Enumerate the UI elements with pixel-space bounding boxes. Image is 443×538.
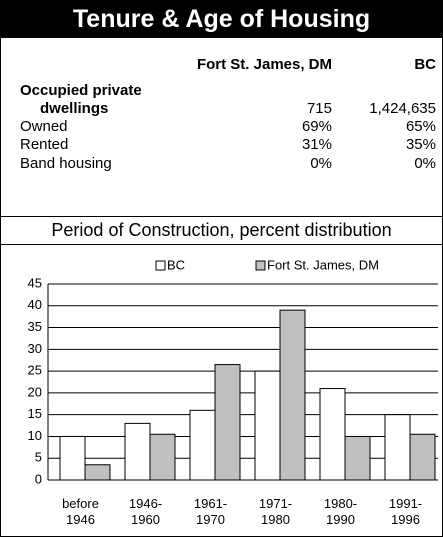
bar	[149, 433, 176, 481]
y-tick-label: 30	[28, 341, 42, 356]
legend-label: Fort St. James, DM	[267, 257, 379, 272]
cell-value: 35%	[405, 136, 436, 153]
y-tick-label: 10	[28, 428, 42, 443]
cell-value: 0%	[414, 155, 436, 172]
row-label: Rented	[20, 136, 69, 153]
y-tick-label: 40	[28, 297, 42, 312]
y-tick-label: 45	[28, 275, 42, 290]
x-tick-label: 1971-1980	[258, 496, 293, 527]
legend-swatch	[255, 260, 266, 271]
x-tick-label: 1961-1970	[193, 496, 228, 527]
bar	[189, 409, 216, 481]
y-tick-label: 15	[28, 406, 42, 421]
bar	[319, 388, 346, 481]
title: Tenure & Age of Housing	[0, 0, 443, 38]
column-header: BC	[414, 56, 436, 73]
row-label: Band housing	[20, 155, 112, 172]
y-tick-label: 5	[35, 450, 42, 465]
y-tick-label: 0	[35, 471, 42, 486]
x-tick-label: before 1946	[62, 496, 99, 527]
cell-value: 715	[306, 100, 332, 117]
legend-swatch	[155, 260, 166, 271]
y-tick-label: 25	[28, 363, 42, 378]
x-tick-label: 1991-1996	[388, 496, 423, 527]
bar	[254, 370, 281, 481]
x-tick-label: 1946-1960	[128, 496, 163, 527]
cell-value: 1,424,635	[369, 100, 436, 117]
row-label: Owned	[20, 118, 68, 135]
bar	[384, 414, 411, 481]
cell-value: 69%	[301, 118, 332, 135]
y-tick-label: 20	[28, 384, 42, 399]
bar	[409, 433, 436, 481]
legend-label: BC	[167, 257, 185, 272]
bar	[279, 309, 306, 481]
bar	[214, 364, 241, 481]
column-header: Fort St. James, DM	[196, 56, 332, 73]
cell-value: 31%	[301, 136, 332, 153]
cell-value: 0%	[310, 155, 332, 172]
x-tick-label: 1980-1990	[323, 496, 358, 527]
bar	[59, 435, 86, 481]
chart-title: Period of Construction, percent distribu…	[0, 216, 443, 245]
row-label: Occupied private dwellings	[20, 82, 142, 117]
cell-value: 65%	[405, 118, 436, 135]
bar	[344, 435, 371, 481]
bar	[84, 464, 111, 481]
bar	[124, 422, 151, 481]
y-tick-label: 35	[28, 319, 42, 334]
